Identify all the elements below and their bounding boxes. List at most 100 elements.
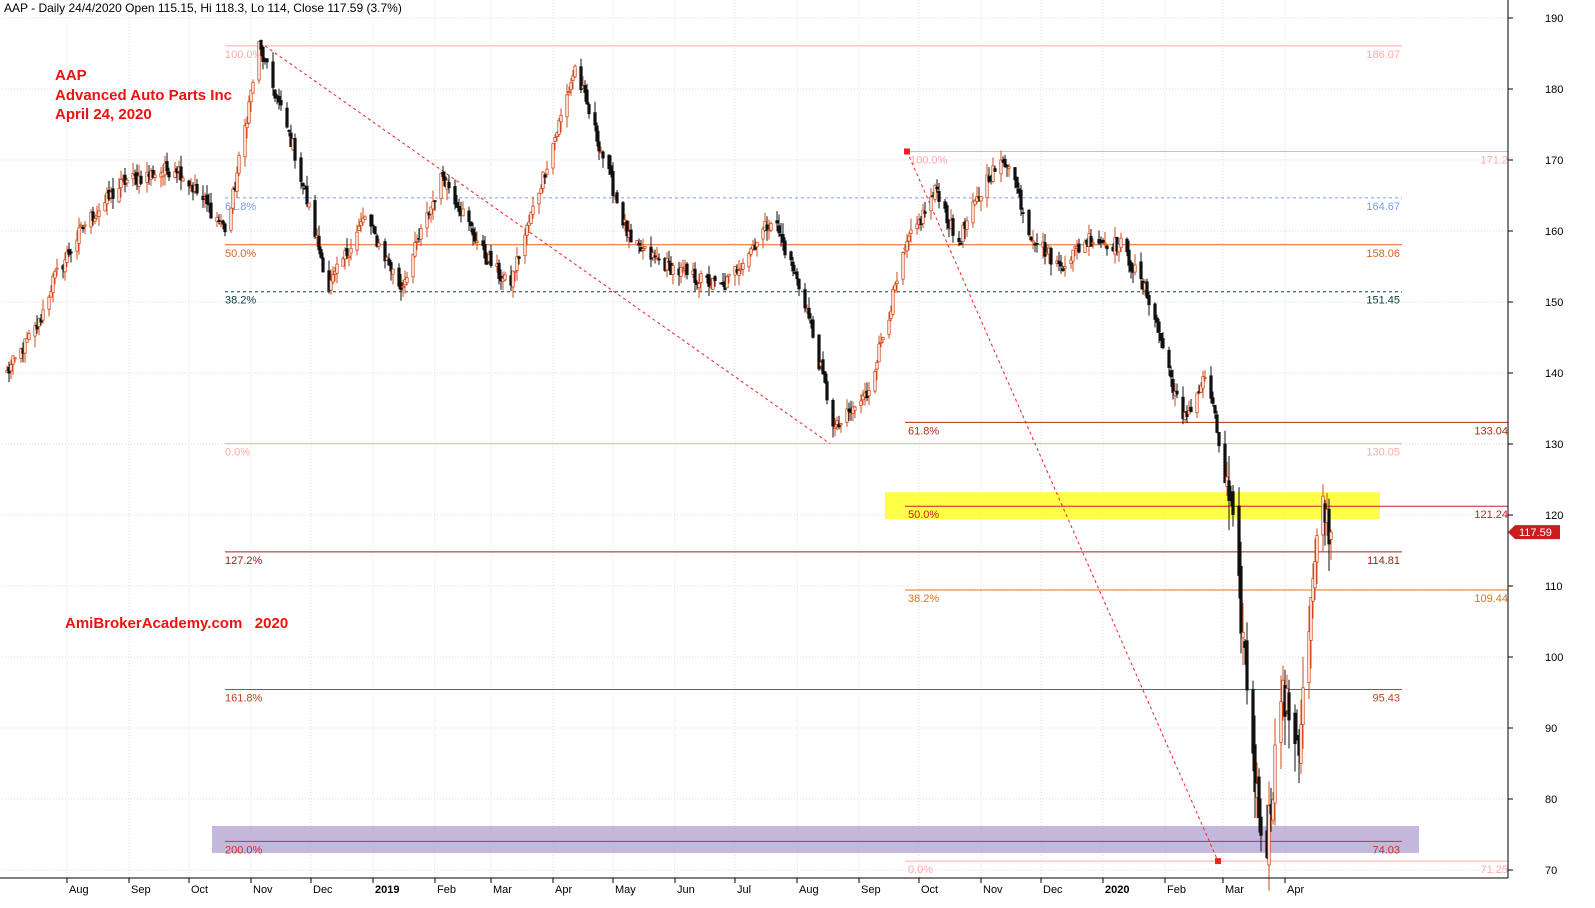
y-tick-label: 180 bbox=[1545, 84, 1563, 96]
candle-body bbox=[987, 175, 991, 182]
candle-body bbox=[1105, 245, 1109, 250]
candle-body bbox=[413, 242, 417, 257]
candle-body bbox=[25, 338, 29, 343]
x-tick-label: Nov bbox=[983, 884, 1003, 896]
candle-body bbox=[979, 195, 983, 202]
candle-body bbox=[1301, 687, 1305, 725]
candle-body bbox=[247, 101, 251, 124]
candle-body bbox=[93, 218, 97, 222]
candle-body bbox=[985, 174, 989, 199]
candle-body bbox=[9, 364, 13, 372]
candle-body bbox=[637, 242, 641, 246]
candle-body bbox=[1215, 414, 1219, 433]
candle-body bbox=[411, 254, 415, 278]
candle-body bbox=[97, 210, 101, 218]
candle-body bbox=[693, 268, 697, 284]
candle-body bbox=[783, 240, 787, 256]
candle-body bbox=[229, 207, 233, 231]
candle-body bbox=[293, 137, 297, 161]
candle-body bbox=[273, 89, 277, 99]
candle-body bbox=[1239, 565, 1243, 634]
candle-body bbox=[1161, 338, 1165, 349]
candle-body bbox=[347, 255, 351, 258]
candle-body bbox=[837, 423, 841, 428]
candle-body bbox=[541, 171, 545, 189]
candle-body bbox=[795, 271, 799, 280]
candle-body bbox=[1127, 249, 1131, 266]
x-tick-label: Feb bbox=[1167, 884, 1186, 896]
candle-body bbox=[1169, 370, 1173, 378]
candle-body bbox=[251, 82, 255, 94]
candle-body bbox=[321, 257, 325, 273]
candle-body bbox=[539, 188, 543, 194]
candle-body bbox=[769, 223, 773, 231]
fib-level-value: 130.05 bbox=[1366, 447, 1400, 459]
trend-anchor bbox=[1215, 858, 1221, 865]
candle-body bbox=[355, 231, 359, 251]
candle-body bbox=[1279, 701, 1283, 743]
candle-body bbox=[1293, 712, 1297, 744]
fib-level-percent: 50.0% bbox=[908, 509, 939, 521]
candle-body bbox=[1195, 392, 1199, 414]
y-tick-label: 150 bbox=[1545, 297, 1563, 309]
candle-body bbox=[523, 234, 527, 257]
candle-body bbox=[711, 278, 715, 290]
candle-body bbox=[433, 200, 437, 203]
candle-body bbox=[467, 210, 471, 223]
candle-body bbox=[103, 202, 107, 212]
candle-body bbox=[643, 246, 647, 249]
fib-level-percent: 0.0% bbox=[908, 864, 933, 876]
candle-body bbox=[473, 232, 477, 242]
candle-body bbox=[51, 275, 55, 294]
candle-body bbox=[1101, 239, 1105, 243]
candle-body bbox=[965, 220, 969, 230]
candle-body bbox=[999, 159, 1003, 175]
candle-body bbox=[475, 240, 479, 243]
candle-body bbox=[215, 216, 219, 222]
candle-body bbox=[1013, 167, 1017, 181]
x-tick-label: 2020 bbox=[1105, 884, 1129, 896]
y-tick-label: 170 bbox=[1545, 155, 1563, 167]
x-tick-label: Mar bbox=[493, 884, 512, 896]
y-axis: 70 80 90 100 110 120 130 140 150 160 170 180 190 117.… bbox=[1507, 0, 1563, 878]
candle-body bbox=[217, 220, 221, 222]
candle-body bbox=[277, 96, 281, 103]
candle-body bbox=[781, 233, 785, 243]
watermark-label: AmiBrokerAcademy.com 2020 bbox=[65, 615, 289, 632]
candle-body bbox=[179, 166, 183, 181]
candle-body bbox=[1119, 237, 1123, 249]
candle-body bbox=[901, 252, 905, 280]
date-label: April 24, 2020 bbox=[55, 106, 152, 123]
candle-body bbox=[657, 258, 661, 261]
candle-body bbox=[257, 41, 261, 81]
candle-body bbox=[1133, 264, 1137, 273]
fib-level-percent: 50.0% bbox=[225, 248, 256, 260]
candle-body bbox=[601, 151, 605, 159]
candle-body bbox=[557, 120, 561, 135]
candle-body bbox=[515, 256, 519, 271]
x-tick-label: Apr bbox=[1287, 884, 1304, 896]
candle-body bbox=[37, 318, 41, 327]
candle-body bbox=[271, 61, 275, 88]
candle-body bbox=[1257, 776, 1261, 818]
candle-body bbox=[231, 188, 235, 209]
candle-body bbox=[1083, 241, 1087, 253]
candle-body bbox=[1091, 242, 1095, 245]
fibonacci-levels: 100.0% 186.07 100.0% 171.2 61.8% 164.67 50.0% 1… bbox=[225, 45, 1508, 876]
candle-body bbox=[839, 423, 843, 426]
candle-body bbox=[615, 192, 619, 204]
x-axis: Aug Sep Oct Nov Dec 2019 Feb Mar Apr May Jun Jul Aug… bbox=[0, 877, 1508, 896]
candle-body bbox=[389, 262, 393, 272]
candle-body bbox=[1181, 396, 1185, 420]
candle-body bbox=[861, 395, 865, 401]
candle-body bbox=[35, 324, 39, 330]
trend-anchor bbox=[904, 148, 910, 155]
candle-body bbox=[1245, 640, 1249, 691]
candle-body bbox=[737, 270, 741, 276]
candle-body bbox=[571, 75, 575, 81]
candle-body bbox=[1175, 390, 1179, 395]
candle-body bbox=[1299, 724, 1303, 764]
candle-body bbox=[1253, 744, 1257, 793]
y-tick-label: 100 bbox=[1545, 652, 1563, 664]
